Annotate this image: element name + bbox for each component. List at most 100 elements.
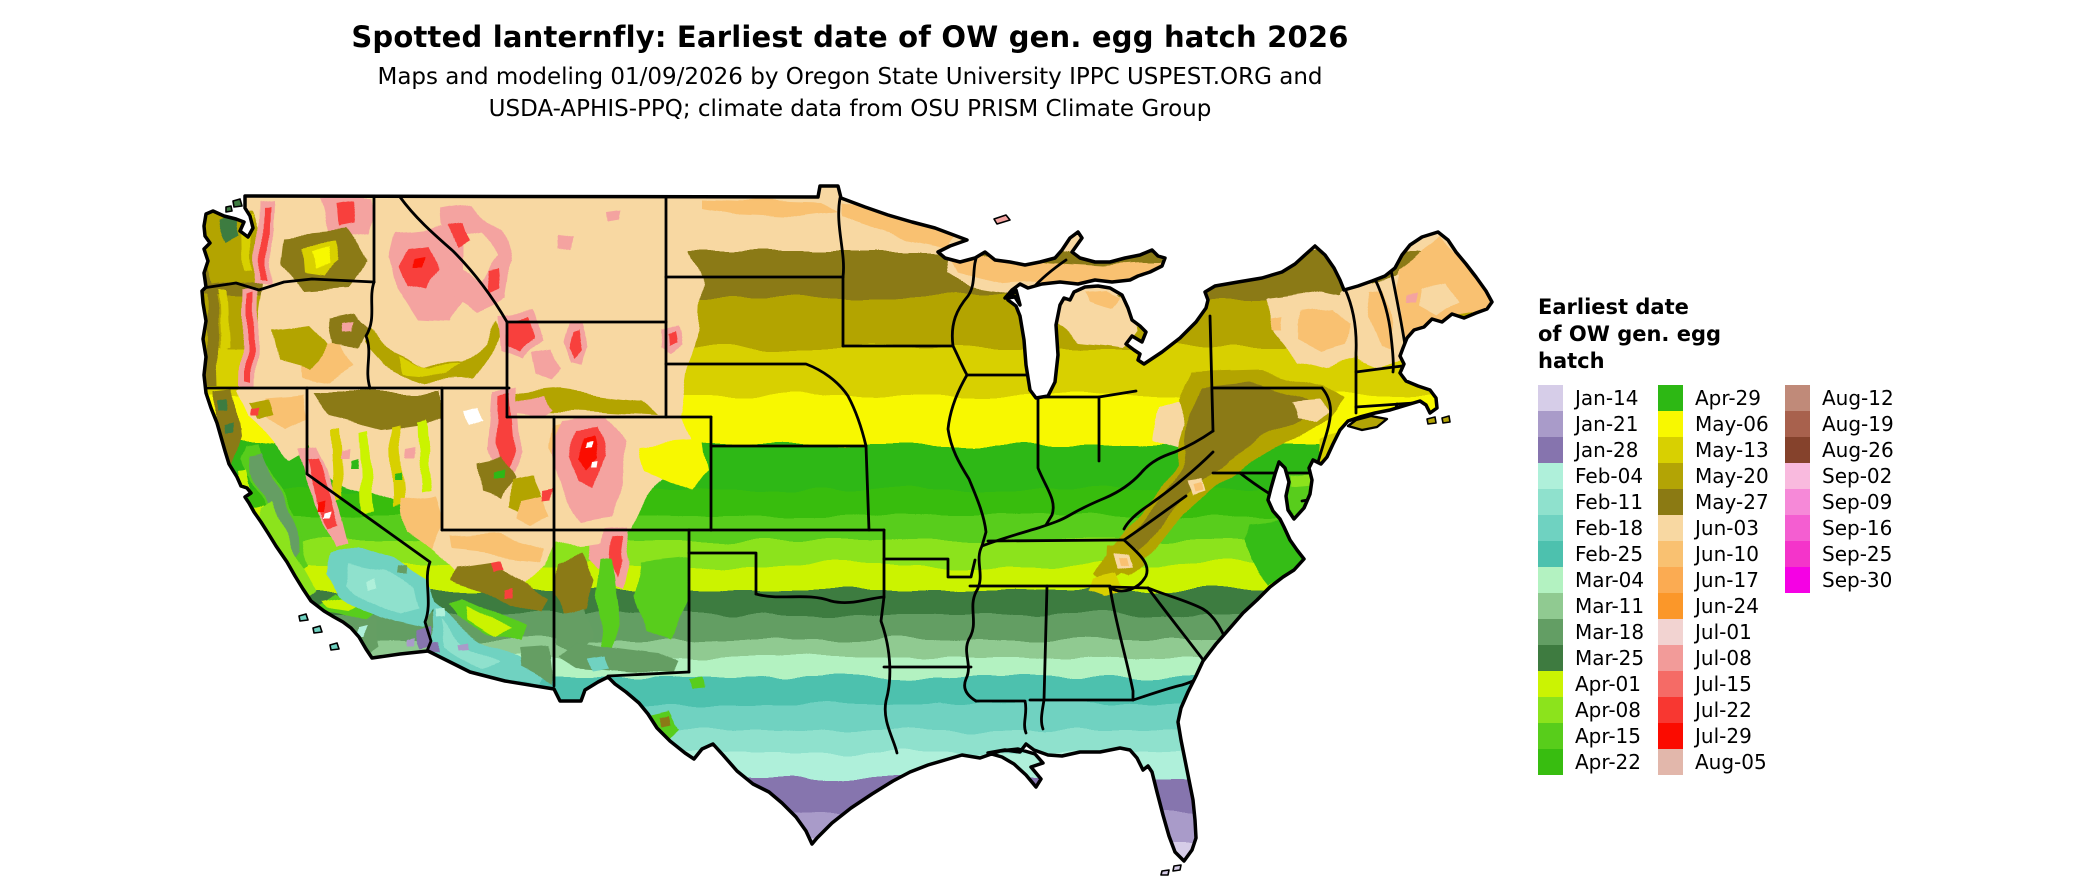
legend-swatch xyxy=(1785,541,1810,567)
legend-entry-sep-30: Sep-30 xyxy=(1785,567,1894,593)
region-newengland-orange-spine xyxy=(1368,289,1393,349)
legend-swatch xyxy=(1658,593,1683,619)
marthas-vineyard xyxy=(1426,416,1437,425)
band-jan-21 xyxy=(202,812,1492,842)
legend-entry-mar-11: Mar-11 xyxy=(1538,593,1658,619)
nantucket xyxy=(1441,415,1451,424)
legend-entry-feb-18: Feb-18 xyxy=(1538,515,1658,541)
legend-swatch xyxy=(1658,385,1683,411)
region-mt-red-1 xyxy=(448,223,469,249)
legend-date-label: Mar-18 xyxy=(1575,620,1645,644)
legend-swatch xyxy=(1658,567,1683,593)
legend-entry-jul-29: Jul-29 xyxy=(1658,723,1785,749)
san-juan-island-1 xyxy=(232,198,243,208)
legend-date-label: Jun-10 xyxy=(1695,542,1759,566)
legend-date-label: Sep-25 xyxy=(1822,542,1893,566)
legend-date-label: May-27 xyxy=(1695,490,1769,514)
region-ut-green-speck xyxy=(494,469,504,479)
band-apr-15 xyxy=(202,515,1492,540)
channel-island-3 xyxy=(329,642,340,651)
region-tx-guadalupe-green xyxy=(689,677,703,688)
channel-island-1 xyxy=(298,613,309,622)
legend-swatch xyxy=(1658,645,1683,671)
legend-swatch xyxy=(1658,723,1683,749)
region-n-mn-orange xyxy=(845,201,957,247)
region-az-mogollon-olive xyxy=(453,561,546,616)
legend-entry-feb-25: Feb-25 xyxy=(1538,541,1658,567)
map-color-layer xyxy=(202,186,1492,861)
legend-date-label: Jul-22 xyxy=(1695,698,1752,722)
legend-date-label: Apr-01 xyxy=(1575,672,1641,696)
region-adirondacks-orange xyxy=(1300,306,1349,353)
legend-date-label: Apr-29 xyxy=(1695,386,1761,410)
legend-date-label: Jun-24 xyxy=(1695,594,1759,618)
legend-entry-sep-25: Sep-25 xyxy=(1785,541,1894,567)
map-subtitle: Maps and modeling 01/09/2026 by Oregon S… xyxy=(0,61,1700,125)
region-co-east-yellow xyxy=(640,441,706,491)
region-mojave-sage xyxy=(397,567,408,577)
florida-keys-2 xyxy=(1160,869,1170,876)
legend-entry-mar-04: Mar-04 xyxy=(1538,567,1658,593)
legend-swatch xyxy=(1538,593,1563,619)
florida-keys-1 xyxy=(1172,864,1182,872)
legend-date-label: Sep-02 xyxy=(1822,464,1893,488)
legend-column-2: Apr-29 May-06 May-13 May-20 May-27 Jun-03 Jun-… xyxy=(1658,385,1785,775)
legend-entry-mar-18: Mar-18 xyxy=(1538,619,1658,645)
legend-entry-aug-26: Aug-26 xyxy=(1785,437,1894,463)
legend-date-label: Jun-03 xyxy=(1695,516,1759,540)
region-or-willamette xyxy=(218,293,229,351)
legend-date-label: Feb-25 xyxy=(1575,542,1644,566)
legend-date-label: Jan-14 xyxy=(1575,386,1639,410)
region-az-mogollon-red xyxy=(504,589,514,599)
band-mar-11 xyxy=(202,640,1492,658)
region-nv-range-3 xyxy=(390,424,405,509)
region-tx-davis-olive xyxy=(658,714,671,725)
legend-entry-jun-17: Jun-17 xyxy=(1658,567,1785,593)
legend-entry-jul-15: Jul-15 xyxy=(1658,671,1785,697)
legend-date-label: Sep-30 xyxy=(1822,568,1893,592)
region-or-coastrange-olive xyxy=(205,289,219,385)
region-tughill-orange xyxy=(1270,317,1283,329)
legend-swatch xyxy=(1785,437,1810,463)
region-or-central-olive xyxy=(270,326,331,369)
legend-entry-jul-01: Jul-01 xyxy=(1658,619,1785,645)
legend-swatch xyxy=(1538,463,1563,489)
band-mar-18 xyxy=(202,615,1492,640)
legend-entry-jan-21: Jan-21 xyxy=(1538,411,1658,437)
legend-date-label: May-06 xyxy=(1695,412,1769,436)
legend-swatch xyxy=(1658,437,1683,463)
legend-columns: Jan-14 Jan-21 Jan-28 Feb-04 Feb-11 Feb-18 Feb-… xyxy=(1538,385,1894,775)
legend-entry-feb-11: Feb-11 xyxy=(1538,489,1658,515)
legend-date-label: Jul-29 xyxy=(1695,724,1752,748)
legend-column-3: Aug-12 Aug-19 Aug-26 Sep-02 Sep-09 Sep-16 Sep-… xyxy=(1785,385,1894,775)
region-ca-sierra-white xyxy=(324,509,332,517)
legend-date-label: Aug-19 xyxy=(1822,412,1894,436)
region-ca-ne-orange xyxy=(264,393,306,431)
region-mojave-mint xyxy=(367,579,378,589)
region-az-north-orange xyxy=(450,533,546,559)
legend-date-label: May-20 xyxy=(1695,464,1769,488)
legend-entry-jun-24: Jun-24 xyxy=(1658,593,1785,619)
legend-swatch xyxy=(1538,645,1563,671)
region-co-snow-white-2 xyxy=(591,462,598,468)
region-az-sfpeaks-red xyxy=(491,559,504,571)
region-nm-riogrande-green xyxy=(595,561,619,649)
legend-date-label: Aug-26 xyxy=(1822,438,1894,462)
region-ne-pa-tan xyxy=(1291,399,1331,423)
region-co-snow-white-1 xyxy=(584,445,591,451)
region-nv-range-4 xyxy=(418,419,431,491)
region-nm-south-teal xyxy=(585,653,611,669)
region-nv-pink-2 xyxy=(405,444,415,454)
channel-island-2 xyxy=(312,625,323,634)
legend-date-label: Apr-15 xyxy=(1575,724,1641,748)
legend-swatch xyxy=(1658,619,1683,645)
region-ca-valley-core-sage xyxy=(250,453,301,559)
region-nv-green-2 xyxy=(394,469,402,479)
legend-swatch xyxy=(1785,411,1810,437)
region-imperial-lavender xyxy=(408,637,416,645)
region-ca-n-darkgreen-1 xyxy=(218,399,229,411)
legend-entry-feb-04: Feb-04 xyxy=(1538,463,1658,489)
legend-date-label: Mar-11 xyxy=(1575,594,1645,618)
legend-entry-apr-22: Apr-22 xyxy=(1538,749,1658,775)
state-borders xyxy=(202,195,1416,755)
